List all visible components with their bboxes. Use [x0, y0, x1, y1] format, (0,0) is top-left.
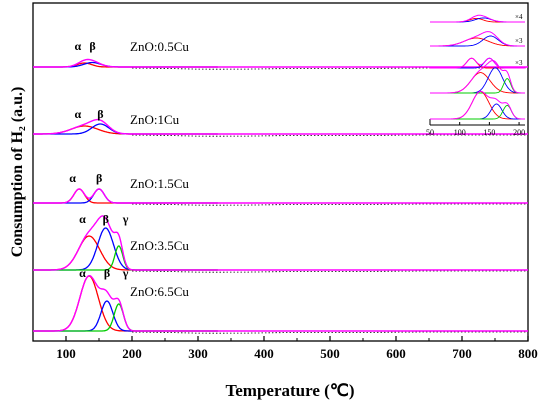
- x-tick-label: 400: [254, 346, 274, 361]
- sample-label: ZnO:3.5Cu: [130, 238, 189, 253]
- inset-scale-label: ×3: [515, 59, 523, 67]
- measured-baseline: [131, 134, 528, 137]
- sample-label: ZnO:1.5Cu: [130, 176, 189, 191]
- inset-x-tick-label: 150: [483, 128, 495, 137]
- peak-label: β: [104, 266, 110, 280]
- sample-label: ZnO:1Cu: [130, 112, 180, 127]
- measured-baseline: [131, 331, 528, 334]
- sample-label: ZnO:0.5Cu: [130, 39, 189, 54]
- inset-scale-label: ×4: [515, 13, 523, 21]
- peak-label: β: [96, 171, 102, 185]
- peak-label: β: [89, 39, 95, 53]
- inset-scale-label: ×3: [515, 37, 523, 45]
- peak-label: β: [97, 107, 103, 121]
- envelope-curve: [33, 275, 528, 332]
- peak-label: β: [103, 212, 109, 226]
- inset-envelope: [430, 90, 525, 120]
- inset-envelope: [430, 14, 525, 23]
- y-axis-label: Consumption of H₂ (a.u.): [9, 87, 26, 258]
- peak-label: γ: [122, 266, 129, 280]
- peak-label: α: [75, 39, 82, 53]
- inset-x-tick-label: 100: [454, 128, 466, 137]
- inset-envelope: [430, 57, 525, 69]
- x-tick-label: 600: [386, 346, 406, 361]
- x-tick-label: 200: [122, 346, 142, 361]
- peak-label: γ: [122, 212, 129, 226]
- peak-label: α: [69, 171, 76, 185]
- envelope-curve: [33, 58, 528, 68]
- envelope-curve: [33, 118, 528, 135]
- envelope-curve: [33, 215, 528, 271]
- sample-label: ZnO:6.5Cu: [130, 284, 189, 299]
- envelope-curve: [33, 188, 528, 204]
- x-tick-label: 100: [56, 346, 76, 361]
- x-axis-label: Temperature (℃): [225, 381, 354, 400]
- x-tick-label: 300: [188, 346, 208, 361]
- peak-label: α: [79, 212, 86, 226]
- peak-label: α: [79, 266, 86, 280]
- measured-baseline: [131, 203, 528, 206]
- inset-envelope: [430, 31, 525, 47]
- x-axis: 100 200 300 400 500 600 700 800: [32, 336, 538, 361]
- measured-baseline: [131, 270, 528, 273]
- inset-x-tick-label: 50: [426, 128, 434, 137]
- x-tick-label: 800: [518, 346, 538, 361]
- peak-label: α: [75, 107, 82, 121]
- inset-x-tick-label: 200: [513, 128, 525, 137]
- plot-frame: [32, 2, 529, 342]
- inset-envelope: [430, 59, 525, 94]
- inset-chart: 50 100 150 200 ×4 ×3 ×3: [426, 13, 525, 137]
- x-tick-label: 500: [320, 346, 340, 361]
- x-tick-label: 700: [452, 346, 472, 361]
